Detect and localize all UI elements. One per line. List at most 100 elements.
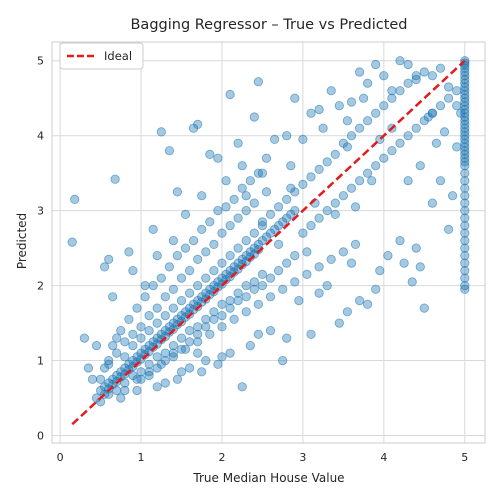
data-point <box>110 174 120 184</box>
data-point <box>330 149 340 159</box>
data-point <box>120 352 130 362</box>
data-point <box>460 273 470 283</box>
data-point <box>152 251 162 261</box>
data-point <box>460 213 470 223</box>
data-point <box>144 359 154 369</box>
data-point <box>70 194 80 204</box>
data-point <box>367 176 377 186</box>
data-point <box>294 295 304 306</box>
x-tick-label: 5 <box>461 451 468 464</box>
data-point <box>435 63 446 73</box>
data-point <box>415 262 425 272</box>
data-point <box>201 355 211 366</box>
data-point <box>290 206 300 216</box>
data-point <box>213 153 223 163</box>
data-point <box>265 325 276 336</box>
data-point <box>237 161 247 171</box>
data-point <box>460 183 470 193</box>
data-point <box>104 254 114 264</box>
data-point <box>362 116 373 126</box>
data-point <box>290 251 300 261</box>
data-point <box>225 89 235 100</box>
data-point <box>443 82 454 92</box>
data-point <box>322 280 332 291</box>
data-point <box>379 101 389 111</box>
data-point <box>197 224 207 234</box>
data-point <box>460 176 470 186</box>
data-point <box>180 243 191 253</box>
data-point <box>213 206 223 216</box>
data-point <box>447 191 458 201</box>
legend-ideal-label: Ideal <box>104 49 132 63</box>
ideal-line-layer <box>71 59 466 426</box>
data-point <box>460 123 470 133</box>
data-point <box>354 67 365 77</box>
data-point <box>342 116 352 126</box>
y-tick-label: 3 <box>37 205 44 218</box>
data-point <box>314 104 324 115</box>
plot-frame <box>51 41 486 444</box>
data-point <box>395 138 405 148</box>
data-point <box>375 265 385 276</box>
data-point <box>128 265 138 276</box>
data-point <box>257 280 267 291</box>
data-point <box>282 131 292 141</box>
data-point <box>241 206 251 216</box>
data-point <box>217 258 227 268</box>
data-point <box>460 138 470 148</box>
data-point <box>298 228 308 238</box>
data-point <box>460 112 470 122</box>
data-point <box>217 352 227 362</box>
data-point <box>152 303 162 313</box>
data-point <box>233 288 243 298</box>
data-point <box>460 74 470 85</box>
data-point <box>427 71 437 81</box>
data-point <box>460 206 470 216</box>
data-point <box>460 67 470 77</box>
data-point <box>443 224 454 234</box>
data-point <box>371 161 381 171</box>
data-point <box>452 101 462 111</box>
data-point <box>132 303 142 313</box>
data-point <box>460 251 470 261</box>
data-point <box>460 97 470 107</box>
data-point <box>197 191 207 201</box>
data-point <box>452 86 462 96</box>
data-point <box>326 254 336 264</box>
data-point <box>460 82 470 92</box>
data-point <box>460 89 470 100</box>
data-point <box>124 247 134 257</box>
data-point <box>160 355 170 366</box>
data-point <box>144 367 154 377</box>
data-point <box>225 251 235 261</box>
data-point <box>460 236 470 246</box>
data-point <box>452 142 462 152</box>
legend: Ideal <box>59 42 144 70</box>
data-point <box>120 337 130 347</box>
data-point <box>172 251 182 261</box>
data-point <box>217 299 227 309</box>
data-point <box>435 101 446 111</box>
data-point <box>338 191 348 201</box>
data-point <box>217 322 227 332</box>
data-point <box>136 322 146 332</box>
data-point <box>249 112 259 122</box>
data-point <box>249 228 259 238</box>
data-point <box>160 310 170 321</box>
data-point <box>460 104 470 115</box>
data-point <box>387 86 397 96</box>
data-point <box>229 194 239 204</box>
data-point <box>160 378 170 388</box>
y-axis-label: Predicted <box>15 213 29 269</box>
data-point <box>379 153 389 163</box>
data-point <box>265 273 276 283</box>
tick-labels-layer: 0 1 2 3 4 5 0 1 2 3 4 5 <box>37 55 468 464</box>
data-point <box>403 59 413 70</box>
data-point <box>253 329 263 339</box>
data-point <box>205 217 215 227</box>
data-point <box>342 142 352 152</box>
data-point <box>124 314 134 324</box>
data-point <box>306 108 316 118</box>
data-point <box>176 367 187 377</box>
